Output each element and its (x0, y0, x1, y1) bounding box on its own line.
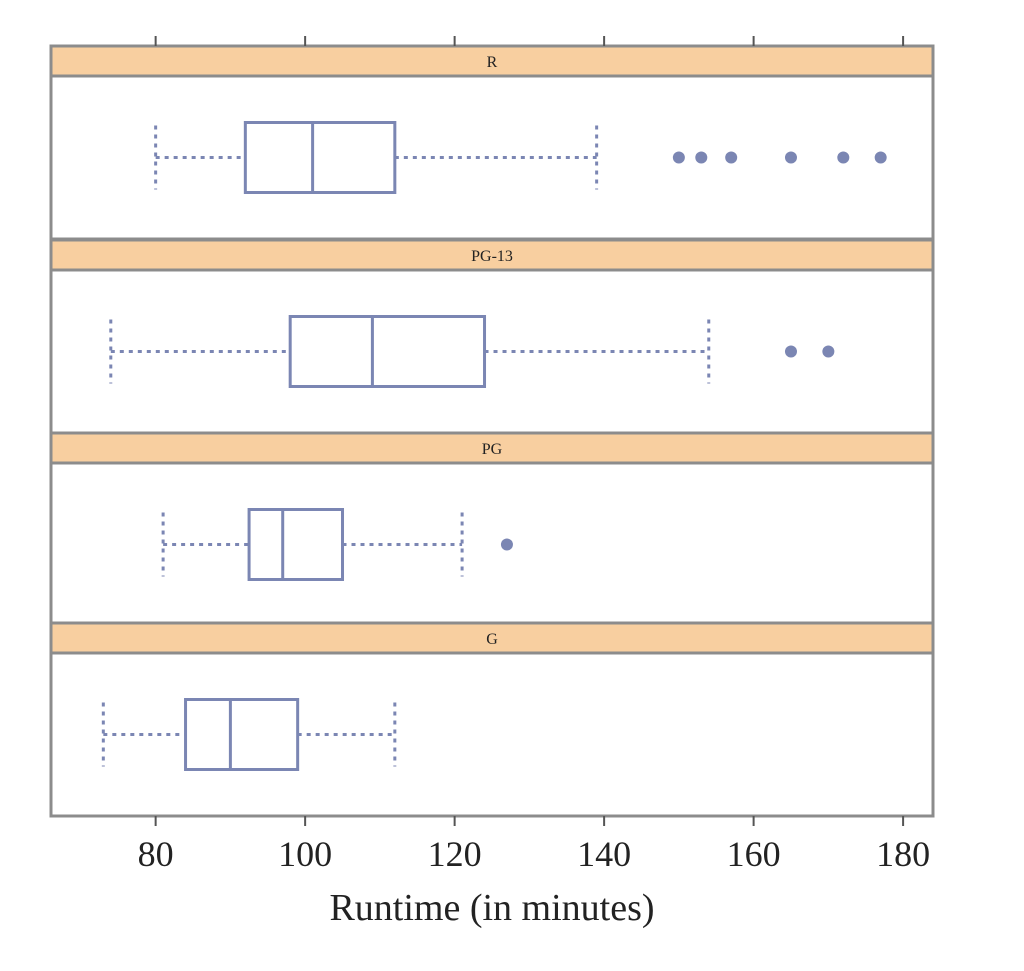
outlier-point (874, 151, 887, 164)
panel-frame (49, 44, 935, 241)
panel-strip-label: G (486, 631, 498, 648)
panel-g: G (49, 621, 935, 818)
panel-pg: PG (49, 431, 935, 628)
outlier-point (725, 151, 738, 164)
outlier-point (672, 151, 685, 164)
x-tick-label: 160 (727, 834, 781, 874)
outlier-point (822, 345, 835, 358)
panel-strip (49, 621, 935, 655)
panel-strip-label: PG (482, 441, 503, 458)
x-tick-label: 100 (278, 834, 332, 874)
panel-frame (49, 621, 935, 818)
x-tick-label: 80 (138, 834, 174, 874)
x-tick-label: 120 (428, 834, 482, 874)
x-tick-label: 180 (876, 834, 930, 874)
iqr-box (243, 121, 397, 194)
panel-strip (49, 238, 935, 272)
panel-r: R (49, 44, 935, 241)
outlier-point (784, 151, 797, 164)
x-axis: 80 100 120 140 160 180 (138, 36, 930, 874)
outlier-point (695, 151, 708, 164)
panel-strip (49, 431, 935, 465)
outlier-point (837, 151, 850, 164)
panel-pg-13: PG-13 (49, 238, 935, 435)
x-tick-label: 140 (577, 834, 631, 874)
panel-strip-label: PG-13 (471, 248, 513, 265)
panel-strip (49, 44, 935, 78)
outlier-point (784, 345, 797, 358)
panel-strip-label: R (487, 54, 498, 71)
x-axis-title: Runtime (in minutes) (329, 887, 654, 929)
panels-layer: R PG-13 PG G (49, 44, 935, 818)
outlier-point (500, 538, 513, 551)
iqr-box (184, 698, 300, 771)
iqr-box (247, 508, 345, 581)
panel-frame (49, 238, 935, 435)
iqr-box (288, 315, 487, 388)
